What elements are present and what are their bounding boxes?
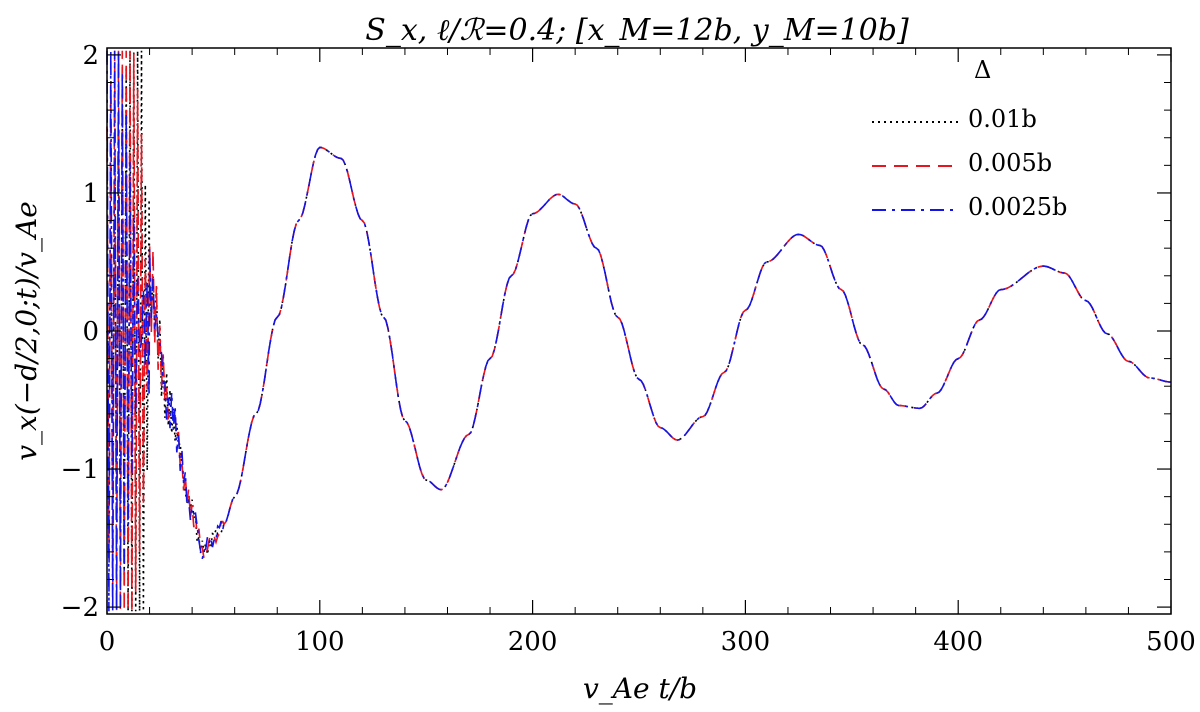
x-tick-label: 400 [933,627,983,657]
legend: Δ 0.01b 0.005b 0.0025b [872,56,1067,221]
x-axis-label: v_Ae t/b [583,672,697,705]
legend-label-0: 0.01b [968,105,1037,133]
legend-label-2: 0.0025b [968,193,1067,221]
x-tick-label: 0 [99,627,116,657]
y-tick-label: 2 [82,41,99,71]
series-layer [106,50,1172,612]
series-line-2 [106,50,1172,612]
x-tick-label: 200 [508,627,558,657]
series-line-0 [106,50,1172,612]
series-line-1 [106,50,1172,612]
legend-label-1: 0.005b [968,149,1052,177]
axis-layer: 0 100 200 300 400 500 −2 −1 0 1 2 [61,41,1196,657]
y-tick-label: 1 [82,179,99,209]
chart-title: S_x, ℓ/ℛ=0.4; [x_M=12b, y_M=10b] [365,13,909,48]
x-tick-label: 500 [1146,627,1196,657]
legend-title: Δ [974,56,991,84]
y-tick-label: −2 [61,593,99,623]
x-tick-label: 100 [295,627,345,657]
y-tick-label: −1 [61,455,99,485]
x-tick-label: 300 [721,627,771,657]
y-tick-label: 0 [82,317,99,347]
y-axis-label: v_x(−d/2,0;t)/v_Ae [10,201,43,461]
